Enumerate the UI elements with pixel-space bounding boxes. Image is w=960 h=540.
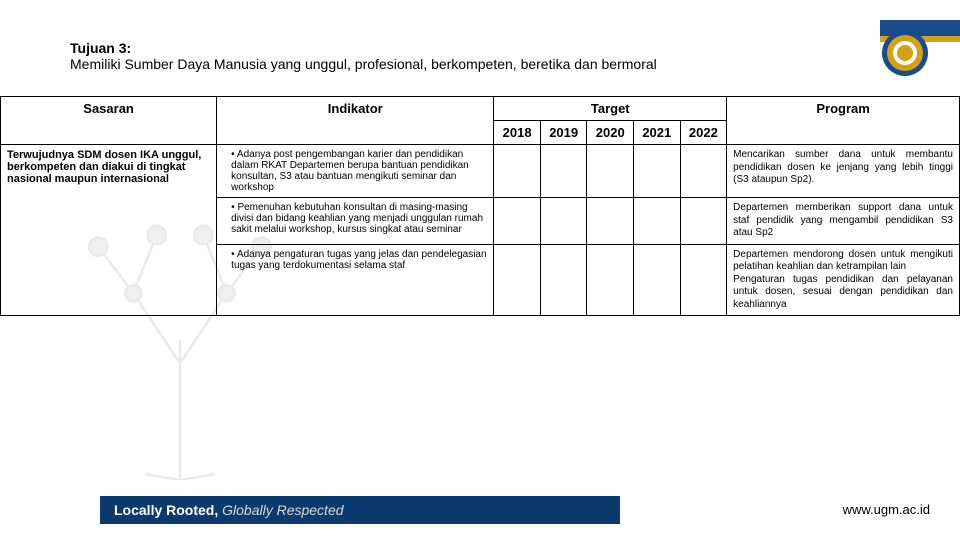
- table-row: Terwujudnya SDM dosen IKA unggul, berkom…: [1, 145, 960, 198]
- header-indikator: Indikator: [217, 97, 494, 145]
- sasaran-cell: Terwujudnya SDM dosen IKA unggul, berkom…: [1, 145, 217, 316]
- footer: Locally Rooted, Globally Respected www.u…: [0, 496, 960, 524]
- footer-tagline: Locally Rooted, Globally Respected: [100, 496, 620, 524]
- strategy-table: Sasaran Indikator Target Program 2018 20…: [0, 96, 960, 316]
- header-program: Program: [727, 97, 960, 145]
- tujuan-desc: Memiliki Sumber Daya Manusia yang unggul…: [70, 56, 657, 72]
- indikator-cell: Adanya pengaturan tugas yang jelas dan p…: [217, 244, 494, 316]
- target-cell: [494, 145, 541, 198]
- tujuan-label: Tujuan 3:: [70, 40, 657, 56]
- target-cell: [587, 145, 634, 198]
- program-cell: Mencarikan sumber dana untuk membantu pe…: [727, 145, 960, 198]
- indikator-cell: Pemenuhan kebutuhan konsultan di masing-…: [217, 198, 494, 245]
- header-year-2019: 2019: [540, 121, 587, 145]
- target-cell: [540, 145, 587, 198]
- indikator-cell: Adanya post pengembangan karier dan pend…: [217, 145, 494, 198]
- target-cell: [634, 244, 681, 316]
- program-cell: Departemen memberikan support dana untuk…: [727, 198, 960, 245]
- title-block: Tujuan 3: Memiliki Sumber Daya Manusia y…: [70, 40, 657, 72]
- target-cell: [680, 145, 727, 198]
- target-cell: [634, 198, 681, 245]
- target-cell: [494, 244, 541, 316]
- indikator-text: Pemenuhan kebutuhan konsultan di masing-…: [231, 202, 487, 235]
- target-cell: [680, 198, 727, 245]
- header-sasaran: Sasaran: [1, 97, 217, 145]
- footer-gr: Globally Respected: [218, 502, 343, 518]
- header-year-2018: 2018: [494, 121, 541, 145]
- header-year-2022: 2022: [680, 121, 727, 145]
- indikator-text: Adanya pengaturan tugas yang jelas dan p…: [231, 249, 487, 271]
- target-cell: [587, 244, 634, 316]
- table-header: Sasaran Indikator Target Program 2018 20…: [1, 97, 960, 145]
- header-target: Target: [494, 97, 727, 121]
- target-cell: [587, 198, 634, 245]
- target-cell: [634, 145, 681, 198]
- header-year-2021: 2021: [634, 121, 681, 145]
- footer-url: www.ugm.ac.id: [843, 496, 930, 524]
- target-cell: [680, 244, 727, 316]
- ugm-logo: [880, 28, 930, 78]
- target-cell: [540, 198, 587, 245]
- target-cell: [494, 198, 541, 245]
- program-cell: Departemen mendorong dosen untuk mengiku…: [727, 244, 960, 316]
- indikator-text: Adanya post pengembangan karier dan pend…: [231, 149, 487, 193]
- target-cell: [540, 244, 587, 316]
- header-year-2020: 2020: [587, 121, 634, 145]
- footer-lr: Locally Rooted,: [114, 502, 218, 518]
